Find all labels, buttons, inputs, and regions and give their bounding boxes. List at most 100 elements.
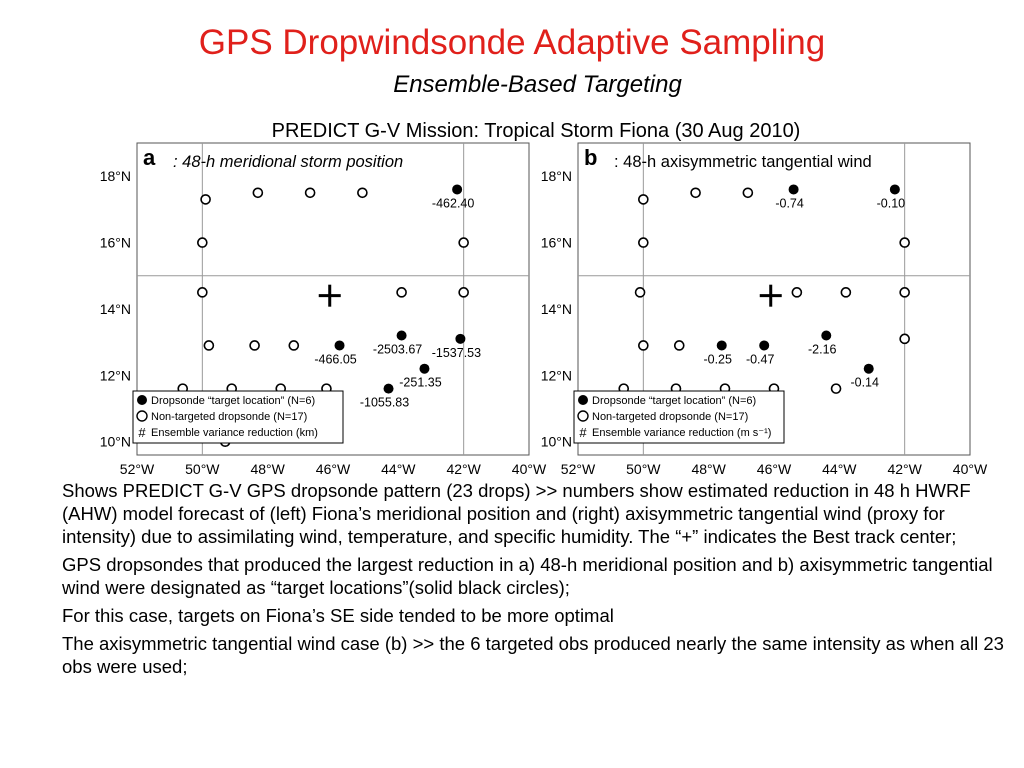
non-targeted-dropsonde [638, 237, 649, 248]
reduction-label: -466.05 [314, 352, 356, 366]
legend-item-text: Dropsonde “target location” (N=6) [592, 395, 756, 407]
panel-a: 52°W 50°W 48°W 46°W 44°W 42°W 40°W 18°N 16°N 14°N… [100, 142, 547, 477]
reduction-label: -0.10 [877, 196, 906, 210]
slide-subtitle: Ensemble-Based Targeting [393, 71, 682, 98]
non-targeted-dropsonde [396, 287, 407, 298]
non-targeted-dropsonde [288, 340, 300, 351]
non-targeted-dropsonde [791, 287, 803, 298]
description-item: GPS dropsondes that produced the largest… [62, 554, 993, 598]
panel-b: 52°W 50°W 48°W 46°W 44°W 42°W 40°W 18°N 16°N 14°N… [541, 142, 988, 477]
non-targeted-dropsonde [197, 237, 208, 248]
non-targeted-dropsonde [197, 287, 208, 298]
non-targeted-dropsonde [690, 187, 701, 199]
x-tick-label: 44°W [822, 461, 857, 477]
x-tick-label: 50°W [626, 461, 661, 477]
legend-filled-marker [578, 395, 588, 405]
legend-open-marker [577, 410, 589, 422]
targeted-dropsonde [455, 333, 466, 344]
non-targeted-dropsonde [742, 187, 754, 199]
x-tick-label: 50°W [185, 461, 220, 477]
non-targeted-dropsonde [252, 187, 264, 199]
x-tick-label: 52°W [561, 461, 596, 477]
description-item: For this case, targets on Fiona’s SE sid… [62, 605, 614, 626]
x-tick-label: 52°W [120, 461, 155, 477]
y-tick-label: 16°N [100, 235, 131, 251]
legend-box [132, 390, 344, 444]
legend-open-marker [136, 410, 148, 422]
non-targeted-dropsonde [899, 333, 910, 345]
x-tick-label: 46°W [316, 461, 351, 477]
non-targeted-dropsonde [899, 237, 910, 248]
targeted-dropsonde [452, 184, 463, 195]
non-targeted-dropsonde [899, 287, 910, 298]
x-tick-label: 48°W [250, 461, 285, 477]
non-targeted-dropsonde [458, 237, 469, 248]
y-tick-label: 10°N [100, 434, 131, 450]
x-tick-label: 46°W [757, 461, 792, 477]
description-list: Shows PREDICT G-V GPS dropsonde pattern … [62, 479, 1012, 683]
legend-item-text: Dropsonde “target location” (N=6) [151, 395, 315, 407]
targeted-dropsonde [788, 184, 799, 195]
non-targeted-dropsonde [203, 340, 215, 351]
targeted-dropsonde [716, 340, 727, 351]
mission-header: PREDICT G-V Mission: Tropical Storm Fion… [271, 120, 801, 142]
y-tick-label: 12°N [541, 367, 572, 383]
reduction-label: -1537.53 [432, 346, 481, 360]
reduction-label: -1055.83 [360, 396, 409, 410]
reduction-label: -0.74 [775, 196, 804, 210]
non-targeted-dropsonde [200, 194, 211, 205]
legend-filled-marker [137, 395, 147, 405]
y-tick-label: 12°N [100, 367, 131, 383]
y-tick-label: 14°N [100, 301, 131, 317]
legend-item-text: Ensemble variance reduction (km) [151, 427, 318, 439]
targeted-dropsonde [821, 330, 832, 341]
reduction-label: -2.16 [808, 343, 837, 357]
non-targeted-dropsonde [634, 287, 646, 298]
targeted-dropsonde [889, 184, 900, 195]
targeted-dropsonde [759, 340, 770, 351]
targeted-dropsonde [396, 330, 407, 341]
description-item: The axisymmetric tangential wind case (b… [62, 633, 1004, 677]
plot-frame [136, 142, 530, 456]
description-item: Shows PREDICT G-V GPS dropsonde pattern … [62, 480, 971, 547]
targeted-dropsonde [863, 363, 874, 374]
panel-title: : 48-h axisymmetric tangential wind [614, 153, 872, 171]
y-tick-label: 14°N [541, 301, 572, 317]
chart-panels: 52°W 50°W 48°W 46°W 44°W 42°W 40°W 18°N 16°N 14°N… [100, 142, 988, 477]
legend-item-text: Ensemble variance reduction (m s⁻¹) [592, 427, 771, 439]
non-targeted-dropsonde [830, 383, 842, 394]
slide-title: GPS Dropwindsonde Adaptive Sampling [198, 23, 826, 62]
y-tick-label: 16°N [541, 235, 572, 251]
non-targeted-dropsonde [638, 194, 649, 205]
y-tick-label: 18°N [541, 168, 572, 184]
reduction-label: -0.25 [703, 352, 732, 366]
reduction-label: -0.14 [850, 376, 879, 390]
panel-letter: a [143, 145, 156, 170]
non-targeted-dropsonde [249, 340, 260, 351]
legend-hash-marker: # [138, 425, 146, 440]
plot-frame [577, 142, 971, 456]
x-tick-label: 42°W [446, 461, 481, 477]
y-tick-label: 10°N [541, 434, 572, 450]
non-targeted-dropsonde [638, 340, 649, 351]
legend-item-text: Non-targeted dropsonde (N=17) [151, 411, 307, 423]
legend-box [573, 390, 785, 444]
reduction-label: -0.47 [746, 352, 775, 366]
x-tick-label: 40°W [953, 461, 988, 477]
non-targeted-dropsonde [673, 340, 685, 351]
targeted-dropsonde [419, 363, 430, 374]
non-targeted-dropsonde [458, 287, 469, 298]
x-tick-label: 44°W [381, 461, 416, 477]
non-targeted-dropsonde [304, 187, 316, 199]
non-targeted-dropsonde [840, 287, 852, 298]
y-tick-label: 18°N [100, 168, 131, 184]
legend-item-text: Non-targeted dropsonde (N=17) [592, 411, 748, 423]
panel-title: : 48-h meridional storm position [173, 153, 403, 171]
reduction-label: -2503.67 [373, 343, 422, 357]
x-tick-label: 42°W [887, 461, 922, 477]
panel-letter: b [584, 145, 597, 170]
x-tick-label: 40°W [512, 461, 547, 477]
targeted-dropsonde [383, 383, 394, 394]
reduction-label: -462.40 [432, 196, 474, 210]
non-targeted-dropsonde [357, 187, 368, 199]
